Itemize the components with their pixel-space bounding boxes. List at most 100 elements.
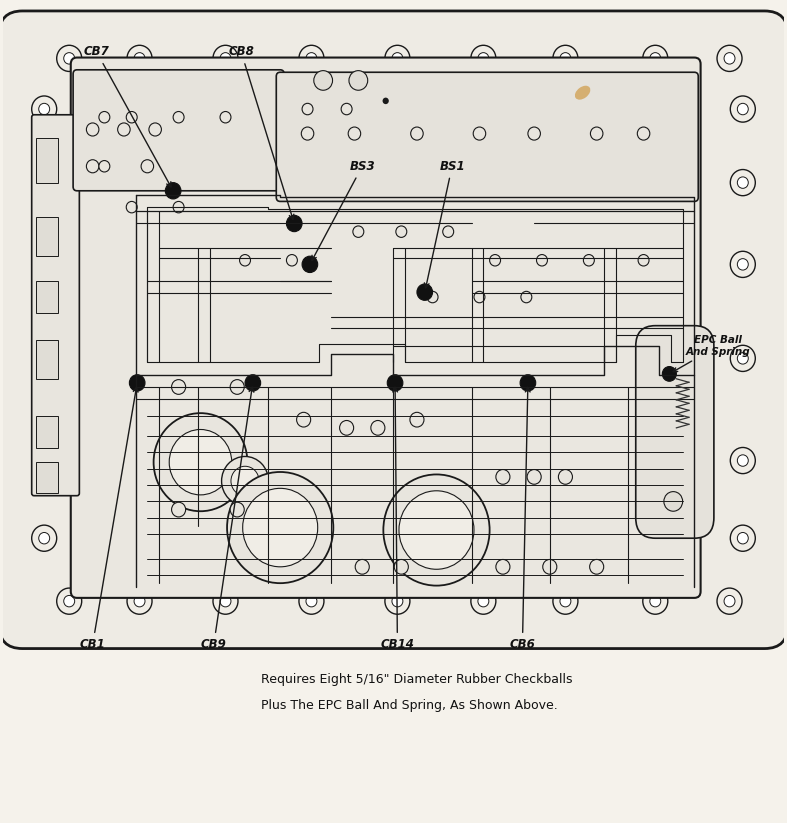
Circle shape <box>528 127 541 140</box>
Bar <box>36 281 58 314</box>
Ellipse shape <box>575 86 590 100</box>
Circle shape <box>553 588 578 614</box>
Text: Requires Eight 5/16" Diameter Rubber Checkballs: Requires Eight 5/16" Diameter Rubber Che… <box>260 673 572 686</box>
Circle shape <box>478 595 489 607</box>
Text: CB1: CB1 <box>79 387 138 651</box>
Circle shape <box>496 470 510 484</box>
Circle shape <box>230 502 244 517</box>
Circle shape <box>302 256 318 272</box>
Circle shape <box>737 352 748 364</box>
Text: CB6: CB6 <box>509 387 535 651</box>
Circle shape <box>583 254 594 266</box>
Circle shape <box>126 202 137 213</box>
Circle shape <box>286 216 302 231</box>
Circle shape <box>559 470 572 484</box>
Circle shape <box>230 379 244 394</box>
Circle shape <box>527 470 541 484</box>
Circle shape <box>172 502 186 517</box>
Circle shape <box>341 104 352 114</box>
Circle shape <box>126 111 137 123</box>
Circle shape <box>471 45 496 72</box>
Circle shape <box>39 104 50 114</box>
Bar <box>36 340 58 379</box>
Circle shape <box>242 488 318 567</box>
Circle shape <box>353 226 364 237</box>
Circle shape <box>173 202 184 213</box>
Circle shape <box>306 595 317 607</box>
Circle shape <box>349 71 368 91</box>
Circle shape <box>387 374 403 391</box>
Circle shape <box>297 412 311 427</box>
Text: Plus The EPC Ball And Spring, As Shown Above.: Plus The EPC Ball And Spring, As Shown A… <box>260 700 557 712</box>
FancyBboxPatch shape <box>276 72 698 202</box>
Circle shape <box>227 472 334 584</box>
Circle shape <box>730 525 756 551</box>
Text: BS3: BS3 <box>312 160 375 261</box>
Circle shape <box>410 412 424 427</box>
Circle shape <box>560 53 571 64</box>
Circle shape <box>127 45 152 72</box>
Circle shape <box>471 588 496 614</box>
Circle shape <box>663 366 676 381</box>
Circle shape <box>231 467 259 495</box>
Circle shape <box>57 45 82 72</box>
Circle shape <box>737 104 748 114</box>
FancyBboxPatch shape <box>31 114 79 495</box>
Circle shape <box>153 413 247 511</box>
Circle shape <box>302 104 313 114</box>
FancyBboxPatch shape <box>73 70 284 191</box>
Circle shape <box>39 258 50 270</box>
Circle shape <box>730 448 756 473</box>
Circle shape <box>589 560 604 574</box>
Circle shape <box>737 258 748 270</box>
Circle shape <box>399 491 474 570</box>
Circle shape <box>134 53 145 64</box>
Circle shape <box>39 352 50 364</box>
Circle shape <box>371 421 385 435</box>
Circle shape <box>520 374 536 391</box>
Circle shape <box>64 595 75 607</box>
Circle shape <box>39 455 50 467</box>
Circle shape <box>173 111 184 123</box>
Circle shape <box>473 127 486 140</box>
Circle shape <box>220 53 231 64</box>
Circle shape <box>638 254 649 266</box>
Circle shape <box>222 457 268 505</box>
FancyBboxPatch shape <box>0 11 787 649</box>
Circle shape <box>478 53 489 64</box>
Circle shape <box>134 595 145 607</box>
Circle shape <box>382 98 389 105</box>
Circle shape <box>717 45 742 72</box>
Circle shape <box>220 111 231 123</box>
Circle shape <box>165 183 181 199</box>
Circle shape <box>141 160 153 173</box>
Circle shape <box>31 251 57 277</box>
Circle shape <box>64 53 75 64</box>
Text: EPC Ball
And Spring: EPC Ball And Spring <box>673 335 750 372</box>
Circle shape <box>737 177 748 188</box>
Circle shape <box>383 474 490 586</box>
Circle shape <box>392 53 403 64</box>
Circle shape <box>301 127 314 140</box>
Circle shape <box>392 595 403 607</box>
Circle shape <box>172 379 186 394</box>
Circle shape <box>87 123 99 136</box>
Circle shape <box>339 421 353 435</box>
Circle shape <box>560 595 571 607</box>
Circle shape <box>239 254 250 266</box>
Circle shape <box>496 560 510 574</box>
Circle shape <box>643 45 668 72</box>
Circle shape <box>39 532 50 544</box>
Text: CB8: CB8 <box>228 45 294 220</box>
Circle shape <box>637 127 650 140</box>
Circle shape <box>31 170 57 196</box>
Circle shape <box>220 595 231 607</box>
Circle shape <box>385 45 410 72</box>
Circle shape <box>31 525 57 551</box>
Circle shape <box>57 588 82 614</box>
Circle shape <box>396 226 407 237</box>
Bar <box>36 463 58 493</box>
Circle shape <box>643 588 668 614</box>
Circle shape <box>717 588 742 614</box>
Circle shape <box>650 53 661 64</box>
